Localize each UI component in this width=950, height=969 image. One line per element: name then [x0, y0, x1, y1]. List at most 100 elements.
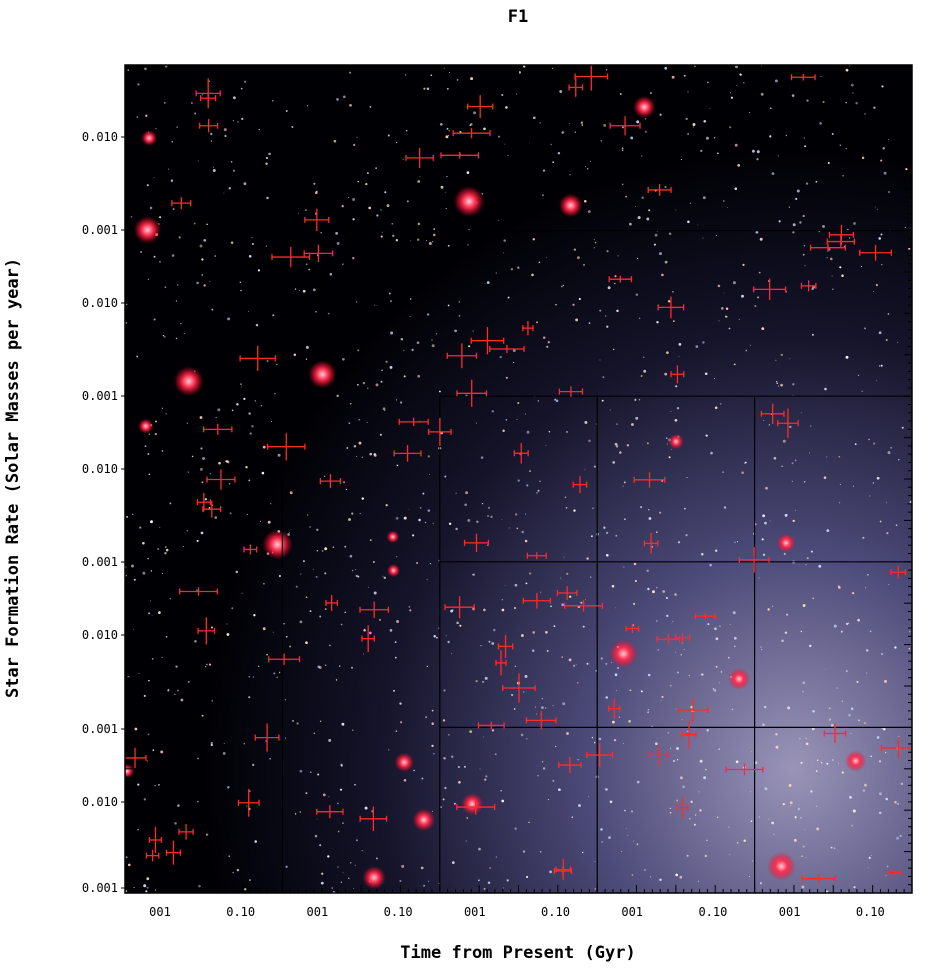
star: [603, 526, 606, 529]
star: [742, 81, 745, 84]
star: [561, 656, 564, 658]
star: [780, 353, 783, 357]
star: [878, 331, 882, 335]
star: [525, 513, 527, 515]
star: [480, 645, 482, 647]
star: [841, 274, 844, 277]
glow: [141, 130, 158, 146]
error-cross: [178, 823, 194, 840]
star: [668, 232, 672, 236]
star: [762, 553, 766, 557]
star: [703, 119, 707, 123]
star: [356, 383, 359, 386]
star: [148, 473, 151, 476]
star: [161, 407, 164, 409]
star: [863, 722, 866, 725]
star: [491, 642, 495, 645]
star: [665, 596, 668, 600]
star: [900, 782, 904, 786]
error-cross: [178, 587, 219, 596]
star: [178, 236, 181, 239]
star: [267, 520, 271, 524]
star: [293, 353, 297, 356]
star: [588, 439, 591, 443]
star: [426, 579, 428, 581]
star: [802, 845, 805, 848]
star: [389, 629, 393, 632]
star: [605, 315, 607, 317]
star: [164, 286, 167, 289]
error-cross: [304, 208, 330, 231]
star: [854, 443, 857, 445]
star: [894, 646, 897, 649]
star: [669, 812, 672, 814]
star: [354, 569, 356, 570]
star: [133, 628, 135, 630]
star: [308, 268, 311, 271]
star: [718, 320, 720, 322]
star: [811, 333, 814, 336]
star: [569, 174, 571, 176]
star: [848, 713, 851, 717]
star: [866, 672, 868, 674]
star: [777, 155, 779, 157]
star: [429, 562, 432, 565]
error-cross: [563, 599, 604, 612]
star: [366, 172, 369, 175]
star: [443, 67, 445, 69]
star: [774, 79, 778, 83]
star: [883, 728, 886, 731]
star: [833, 624, 837, 628]
star: [380, 380, 383, 383]
star: [165, 636, 168, 638]
star: [676, 747, 679, 750]
star: [424, 521, 427, 524]
star: [752, 860, 754, 862]
star: [489, 867, 491, 869]
star: [341, 722, 345, 726]
star: [681, 642, 683, 644]
star: [733, 363, 736, 366]
star: [644, 118, 647, 120]
star: [552, 705, 554, 707]
star: [709, 563, 712, 567]
star: [353, 143, 356, 147]
error-cross: [254, 723, 280, 752]
star: [606, 325, 609, 328]
star: [244, 80, 247, 83]
star: [654, 742, 658, 746]
star: [647, 711, 650, 714]
star: [609, 409, 611, 411]
star: [715, 637, 719, 641]
star: [473, 111, 476, 115]
star: [828, 248, 831, 251]
star: [737, 164, 741, 167]
star: [344, 611, 347, 613]
star: [782, 803, 785, 806]
star: [352, 729, 354, 731]
star: [803, 137, 805, 139]
star: [217, 408, 221, 412]
star: [180, 698, 184, 702]
star: [139, 526, 142, 529]
star: [710, 451, 713, 455]
star: [782, 439, 786, 443]
star: [831, 133, 834, 135]
star: [355, 301, 358, 303]
star: [520, 733, 524, 737]
star: [606, 250, 609, 253]
glow: [394, 752, 414, 772]
star-field: [125, 65, 912, 893]
star: [885, 875, 887, 877]
star: [758, 816, 761, 818]
star: [491, 729, 494, 732]
star: [227, 461, 230, 464]
error-cross: [809, 243, 846, 252]
star: [346, 447, 349, 449]
star: [679, 875, 683, 879]
star: [602, 376, 605, 379]
star: [634, 398, 637, 401]
star: [314, 834, 318, 838]
star: [839, 266, 842, 269]
star: [514, 583, 518, 587]
